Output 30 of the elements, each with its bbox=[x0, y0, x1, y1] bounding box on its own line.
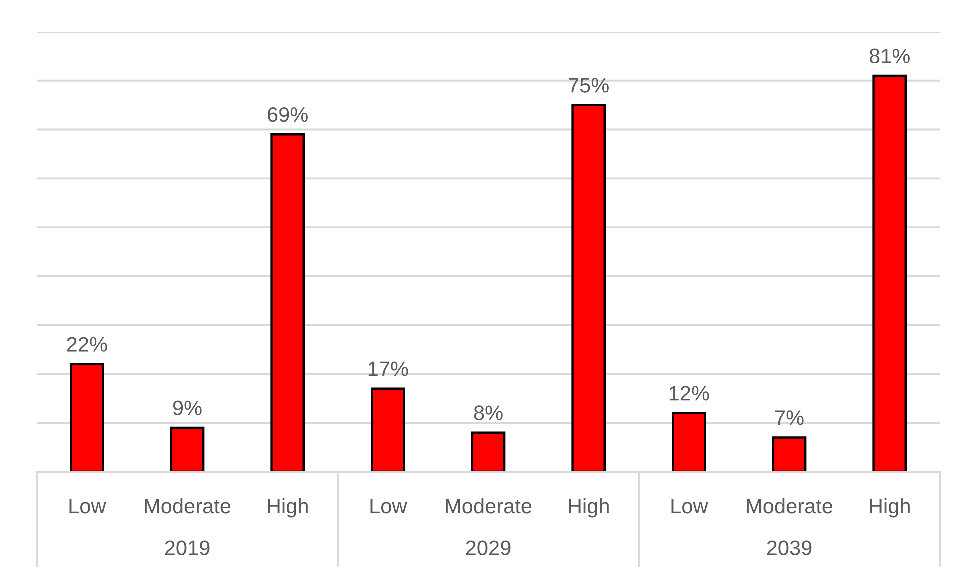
bar bbox=[772, 436, 807, 472]
text: 2039 bbox=[767, 540, 812, 556]
data-label: 12% bbox=[670, 386, 710, 401]
x-tick-label: Low bbox=[370, 499, 408, 514]
data-label: 8% bbox=[474, 406, 503, 420]
text: 2029 bbox=[466, 540, 511, 556]
data-label: 9% bbox=[173, 400, 202, 416]
x-tick-label: High bbox=[268, 498, 308, 518]
x-tick-label: High bbox=[569, 498, 609, 518]
bar bbox=[572, 104, 606, 472]
x-tick-label: Moderate bbox=[446, 498, 532, 514]
bar bbox=[672, 412, 706, 472]
data-label: 7% bbox=[776, 410, 804, 426]
bar bbox=[170, 426, 205, 472]
data-label: 22% bbox=[67, 337, 108, 352]
bar bbox=[371, 388, 406, 472]
x-tick-label: Moderate bbox=[145, 498, 231, 514]
bar bbox=[270, 134, 305, 472]
data-label: 75% bbox=[569, 78, 609, 93]
data-label: 17% bbox=[368, 362, 408, 376]
x-tick-label: Low bbox=[672, 499, 708, 514]
x-tick-label: Low bbox=[70, 499, 106, 514]
data-label: 69% bbox=[268, 107, 308, 122]
bar bbox=[872, 74, 907, 472]
bar bbox=[70, 363, 104, 472]
x-tick-label: Moderate bbox=[747, 498, 833, 514]
x-tick-label: High bbox=[870, 498, 910, 518]
text: 2019 bbox=[165, 540, 210, 556]
data-label: 81% bbox=[870, 48, 910, 64]
bar bbox=[471, 432, 506, 472]
